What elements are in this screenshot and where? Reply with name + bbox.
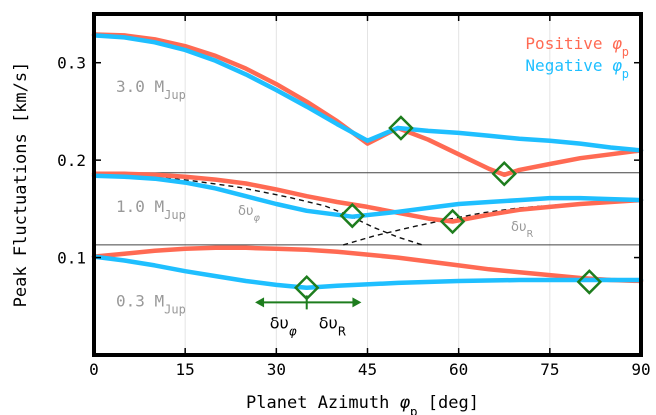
arrow-label-phi: δυφ	[270, 313, 297, 338]
mass-label: 3.0 MJup	[116, 77, 186, 102]
arrow-label-r: δυR	[319, 313, 346, 338]
dashed-curve	[343, 200, 641, 246]
x-tick-label: 15	[176, 360, 195, 379]
x-tick-label: 30	[267, 360, 286, 379]
dashed-label-r: δυR	[511, 220, 533, 240]
arrow-head-left	[255, 297, 265, 308]
y-tick-label: 0.2	[57, 151, 86, 170]
series-lines	[91, 32, 644, 291]
diamond-marker	[491, 161, 518, 187]
y-tick-label: 0.3	[57, 54, 86, 73]
diamond-marker	[388, 115, 414, 141]
x-tick-label: 75	[540, 360, 559, 379]
x-tick-label: 45	[358, 360, 377, 379]
diamond-marker	[339, 202, 366, 229]
y-axis-label: Peak Fluctuations [km/s]	[11, 62, 31, 308]
series-0.3-positive	[91, 245, 644, 284]
y-tick-label: 0.1	[57, 249, 86, 268]
mass-label: 0.3 MJup	[116, 291, 186, 316]
reference-lines	[94, 172, 641, 246]
diamond-marker	[576, 269, 603, 295]
series-0.3-negative	[91, 254, 644, 291]
x-axis-label: Planet Azimuth φp [deg]	[246, 393, 479, 415]
x-tick-label: 60	[449, 360, 468, 379]
legend-entry: Negative φp	[525, 56, 629, 81]
series-3.0-negative	[91, 33, 644, 153]
arrow-head-right	[352, 297, 362, 308]
series-1.0-negative	[91, 173, 644, 219]
axis-ticks: 0 15 30 45 60 75 90 0.1 0.2 0.3	[57, 14, 651, 379]
dashed-label-phi: δυφ	[238, 204, 260, 224]
series-1.0-positive	[91, 171, 644, 224]
x-tick-label: 90	[631, 360, 650, 379]
mass-label: 1.0 MJup	[116, 197, 186, 222]
diamond-markers	[293, 115, 603, 301]
diamond-marker	[439, 208, 466, 235]
x-tick-label: 0	[89, 360, 99, 379]
legend-entry: Positive φp	[525, 34, 629, 59]
grid-lines	[184, 14, 551, 355]
